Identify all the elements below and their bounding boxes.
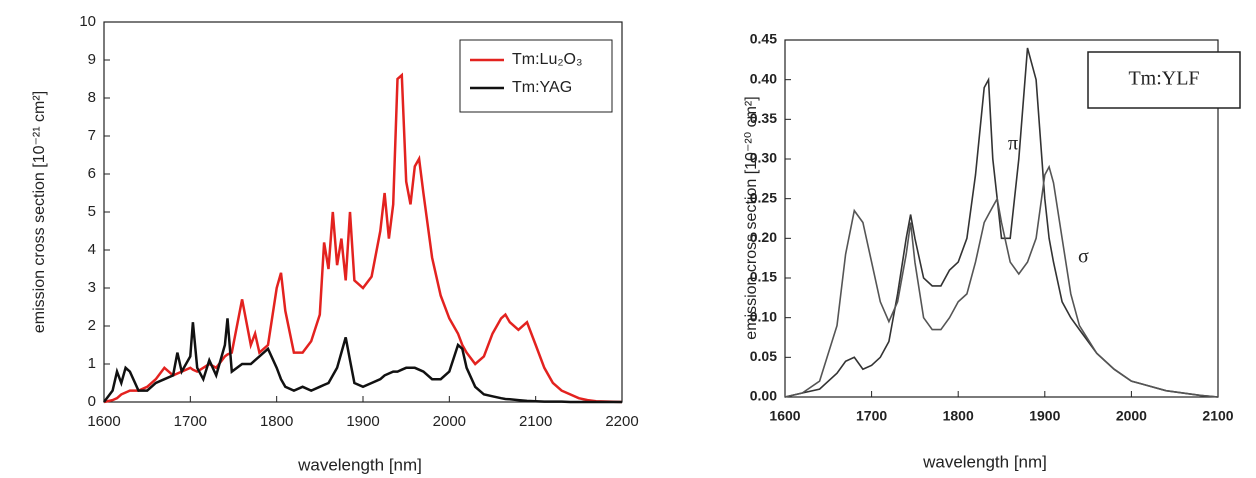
plot-frame	[784, 39, 1219, 398]
annotation: Tm:YLF	[1128, 68, 1199, 90]
x-tick-label: 2200	[605, 413, 638, 430]
x-tick-label: 1900	[1029, 408, 1060, 424]
legend-label: Tm:Lu₂O₃	[512, 51, 583, 68]
y-tick-label: 0	[88, 393, 96, 410]
y-tick-label: 0.05	[750, 348, 777, 364]
y-tick-label: 0.10	[750, 308, 777, 324]
x-tick-label: 1800	[260, 413, 293, 430]
x-tick-label: 1700	[856, 408, 887, 424]
y-tick-label: 0.45	[750, 31, 777, 47]
y-tick-label: 1	[88, 355, 96, 372]
x-tick-label: 1700	[174, 413, 207, 430]
y-tick-label: 0.40	[750, 70, 777, 86]
chart: 1600 1700 1800 1900 2000 2100 0.00 0.05 0.10 0.15…	[743, 31, 1241, 471]
y-tick-label: 2	[88, 317, 96, 334]
x-tick-label: 1600	[769, 408, 800, 424]
x-axis-label: wavelength [nm]	[922, 452, 1047, 471]
series-label: σ	[1078, 246, 1089, 268]
y-tick-label: 5	[88, 203, 96, 220]
y-axis-label: emission cross section [10⁻²¹ cm²]	[31, 91, 48, 333]
x-tick-label: 2100	[1202, 408, 1233, 424]
y-axis-label: emission cross section [10⁻²⁰ cm²]	[743, 96, 760, 339]
x-tick-label: 2100	[519, 413, 552, 430]
legend-label: Tm:YAG	[512, 79, 572, 96]
y-tick-label: 3	[88, 279, 96, 296]
y-tick-label: 0.30	[750, 150, 777, 166]
y-tick-label: 6	[88, 165, 96, 182]
y-tick-label: 0.00	[750, 388, 777, 404]
x-tick-label: 2000	[433, 413, 466, 430]
y-tick-label: 0.35	[750, 110, 777, 126]
y-tick-label: 7	[88, 127, 96, 144]
series-line	[784, 47, 1219, 398]
series-line	[103, 72, 623, 404]
legend-box	[459, 39, 613, 113]
y-tick-label: 0.20	[750, 229, 777, 245]
x-tick-label: 1900	[346, 413, 379, 430]
x-tick-label: 1600	[87, 413, 120, 430]
chart: 1600 1700 1800 1900 2000 2100 2200 0 1 2 3 4 5 6 7 8 9 10…	[31, 13, 638, 475]
series-line	[103, 318, 622, 404]
y-tick-label: 8	[88, 89, 96, 106]
y-tick-label: 4	[88, 241, 96, 258]
y-tick-label: 0.15	[750, 269, 777, 285]
x-axis-label: wavelength [nm]	[297, 455, 422, 474]
annotation-box	[1087, 51, 1241, 109]
y-tick-label: 9	[88, 51, 96, 68]
series-label: π	[1008, 133, 1018, 155]
series-line	[784, 164, 1219, 398]
y-tick-label: 10	[79, 13, 96, 30]
x-tick-label: 1800	[943, 408, 974, 424]
y-tick-label: 0.25	[750, 189, 777, 205]
x-tick-label: 2000	[1116, 408, 1147, 424]
